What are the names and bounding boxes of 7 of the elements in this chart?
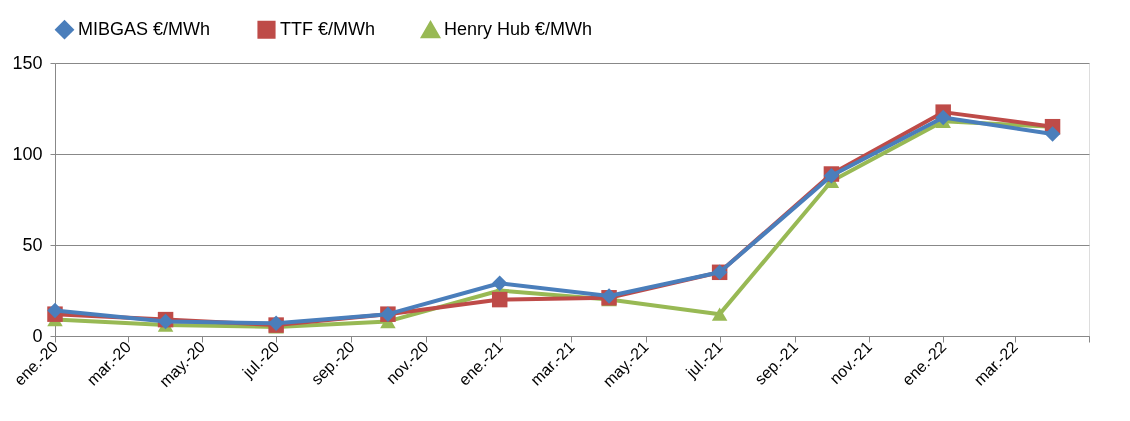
- y-tick-label: 0: [32, 325, 43, 346]
- legend-label: TTF €/MWh: [280, 18, 375, 39]
- legend-label: Henry Hub €/MWh: [444, 19, 593, 40]
- y-tick-label: 150: [12, 52, 43, 73]
- legend-label: MIBGAS €/MWh: [78, 18, 211, 39]
- y-tick-label: 50: [22, 234, 43, 255]
- y-tick-label: 100: [12, 143, 43, 164]
